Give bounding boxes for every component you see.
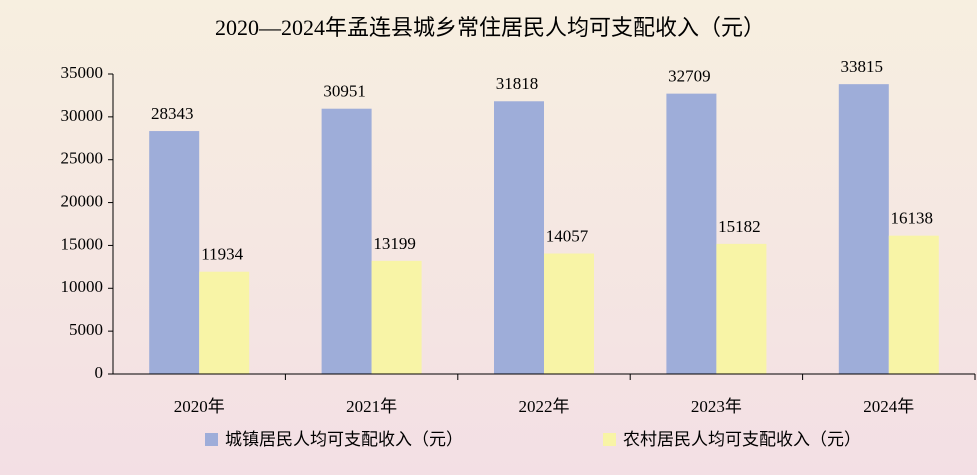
legend-label: 城镇居民人均可支配收入（元）: [225, 430, 463, 449]
value-label: 33815: [841, 57, 884, 76]
legend-swatch: [603, 433, 616, 446]
bar: [666, 93, 717, 374]
y-tick-label: 30000: [61, 106, 104, 125]
bar: [544, 253, 594, 374]
value-label: 15182: [718, 217, 761, 236]
value-label: 30951: [323, 82, 366, 101]
y-tick-label: 0: [95, 363, 104, 382]
x-tick-label: 2024年: [863, 397, 914, 416]
value-label: 13199: [373, 234, 416, 253]
y-tick-label: 5000: [69, 320, 103, 339]
bar: [716, 243, 767, 374]
value-label: 16138: [891, 209, 934, 228]
value-label: 32709: [668, 67, 711, 86]
y-tick-label: 35000: [61, 63, 104, 82]
y-tick-label: 20000: [61, 191, 104, 210]
value-label: 31818: [496, 74, 539, 93]
legend-swatch: [205, 433, 218, 446]
legend-label: 农村居民人均可支配收入（元）: [623, 430, 861, 449]
x-tick-label: 2023年: [691, 397, 742, 416]
bar: [494, 101, 544, 374]
chart-title: 2020—2024年孟连县城乡常住居民人均可支配收入（元）: [215, 15, 765, 40]
bar: [321, 108, 372, 374]
y-tick-label: 10000: [61, 277, 104, 296]
bar: [888, 235, 939, 374]
y-tick-label: 25000: [61, 149, 104, 168]
x-tick-label: 2022年: [519, 397, 570, 416]
x-tick-label: 2021年: [346, 397, 397, 416]
x-tick-label: 2020年: [174, 397, 225, 416]
bar: [199, 271, 250, 374]
value-label: 14057: [546, 226, 589, 245]
value-label: 28343: [151, 104, 194, 123]
value-label: 11934: [201, 245, 243, 264]
bar: [838, 84, 889, 375]
y-tick-label: 15000: [61, 234, 104, 253]
bar: [371, 260, 422, 374]
bar: [149, 131, 200, 374]
